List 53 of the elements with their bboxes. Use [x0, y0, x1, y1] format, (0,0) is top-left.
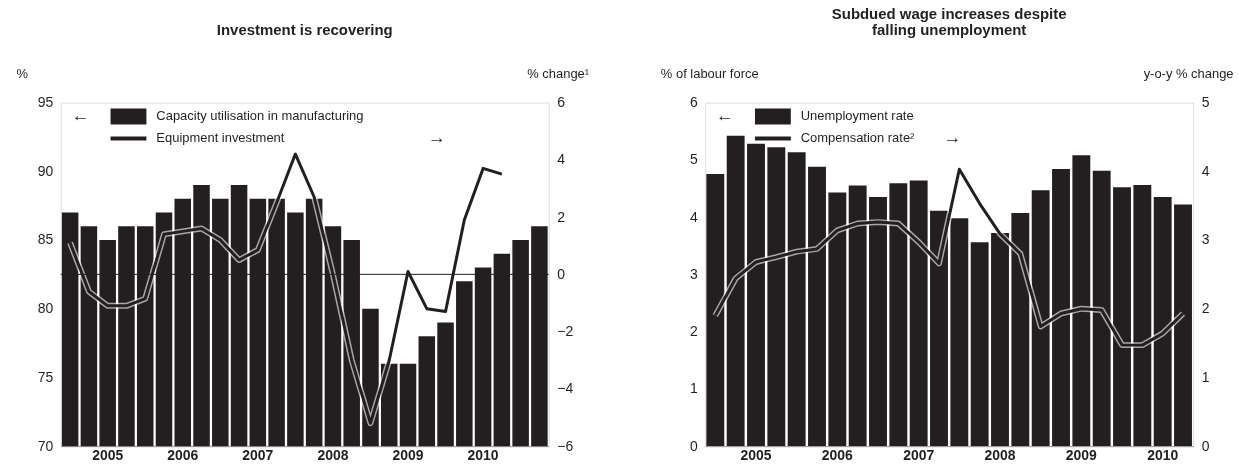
y2-tick-label: 5 — [1201, 94, 1210, 111]
y-tick-label: 3 — [689, 265, 698, 282]
y-tick-label: 70 — [37, 437, 54, 454]
x-tick-label: 2006 — [821, 446, 854, 463]
y2-tick-label: 3 — [1201, 231, 1210, 248]
x-tick-label: 2008 — [984, 446, 1016, 463]
y-tick-label: 5 — [689, 151, 698, 168]
y2-tick-label: −6 — [557, 437, 574, 454]
y2-tick-label: 4 — [557, 151, 566, 168]
y-tick-label: 80 — [37, 300, 54, 317]
x-tick-label: 2005 — [740, 446, 772, 463]
x-tick-label: 2010 — [1147, 446, 1179, 463]
y2-tick-label: 4 — [1201, 162, 1210, 179]
x-tick-label: 2007 — [903, 446, 935, 463]
y-axis-title: % — [16, 66, 29, 82]
bar — [970, 242, 989, 447]
x-tick-label: 2010 — [467, 446, 499, 463]
x-tick-label: 2007 — [242, 446, 274, 463]
y2-tick-label: 2 — [1201, 300, 1210, 317]
y-axis-title: % of labour force — [660, 66, 759, 82]
legend-label: Equipment investment — [156, 130, 285, 146]
chart-title: Subdued wage increases despite falling unemployment — [831, 4, 1067, 38]
y2-tick-label: 2 — [557, 208, 566, 225]
annotation: → — [943, 127, 962, 148]
x-tick-label: 2006 — [167, 446, 199, 463]
x-tick-label: 2005 — [92, 446, 124, 463]
y-tick-label: 95 — [37, 94, 54, 111]
y2-tick-label: −2 — [557, 323, 574, 340]
y2-tick-label: 0 — [1201, 437, 1210, 454]
annotation: ← — [71, 105, 90, 126]
y2-axis-title: y-o-y % change — [1143, 66, 1234, 82]
y-tick-label: 4 — [689, 208, 698, 225]
y-tick-label: 75 — [37, 368, 54, 385]
y2-tick-label: 6 — [557, 94, 566, 111]
y2-axis-title: % change¹ — [527, 66, 590, 82]
y2-tick-label: 0 — [557, 265, 566, 282]
y-tick-label: 90 — [37, 162, 54, 179]
y-tick-label: 1 — [689, 380, 698, 397]
y2-tick-label: 1 — [1201, 368, 1210, 385]
legend-label: Compensation rate² — [800, 130, 916, 146]
y-tick-label: 0 — [689, 437, 698, 454]
x-tick-label: 2009 — [1065, 446, 1098, 463]
y-tick-label: 2 — [689, 323, 698, 340]
annotation: → — [427, 127, 446, 148]
x-tick-label: 2009 — [392, 446, 424, 463]
legend-label: Unemployment rate — [800, 108, 914, 124]
annotation: ← — [716, 105, 735, 126]
x-tick-label: 2008 — [317, 446, 349, 463]
y-tick-label: 85 — [37, 231, 54, 248]
y2-tick-label: −4 — [557, 380, 574, 397]
chart-title: Investment is recovering — [216, 20, 393, 38]
y-tick-label: 6 — [689, 94, 698, 111]
legend-label: Capacity utilisation in manufacturing — [156, 108, 364, 124]
